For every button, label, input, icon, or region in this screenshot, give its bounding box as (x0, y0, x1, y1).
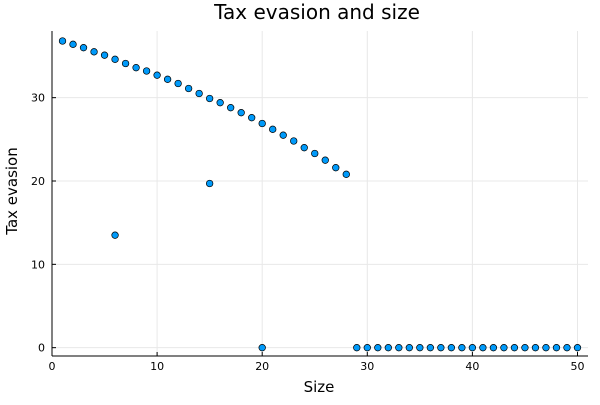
x-tick-label: 30 (360, 360, 374, 373)
data-point (174, 79, 182, 88)
data-point (468, 344, 477, 352)
data-point (258, 344, 266, 352)
data-point (510, 344, 519, 352)
data-point (332, 164, 340, 172)
data-point (426, 344, 435, 352)
data-point (458, 344, 466, 352)
data-point (58, 37, 67, 45)
data-point (563, 344, 571, 352)
data-point (311, 149, 319, 158)
data-point (100, 51, 109, 59)
data-point (573, 344, 582, 352)
data-point (258, 119, 266, 128)
y-tick-label: 0 (38, 342, 45, 355)
data-point (363, 344, 371, 352)
data-point (290, 137, 298, 145)
data-point (142, 67, 151, 75)
data-point (416, 344, 424, 352)
data-point (542, 344, 550, 352)
data-point (90, 48, 98, 56)
x-axis-label: Size (304, 378, 335, 396)
data-point (353, 344, 361, 352)
data-point (205, 94, 214, 103)
data-point (248, 114, 256, 122)
data-point (163, 75, 172, 83)
chart-title: Tax evasion and size (213, 0, 420, 24)
data-point (437, 344, 445, 352)
data-points (58, 37, 582, 352)
data-point (69, 40, 77, 48)
data-point (195, 89, 203, 98)
data-point (184, 84, 193, 93)
data-point (279, 131, 287, 139)
data-point (205, 179, 214, 188)
x-tick-label: 50 (570, 360, 584, 373)
y-tick-label: 10 (31, 258, 45, 271)
data-point (342, 170, 350, 178)
y-tick-label: 30 (31, 92, 45, 105)
data-point (237, 109, 245, 117)
data-point (111, 55, 119, 63)
data-point (111, 231, 119, 239)
x-tick-label: 20 (255, 360, 269, 373)
data-point (552, 344, 561, 352)
data-point (121, 59, 130, 68)
x-tick-label: 0 (49, 360, 56, 373)
ticks: 0 10 20 30 40 50 0 10 20 30 (31, 92, 584, 373)
data-point (269, 125, 277, 133)
data-point (405, 344, 413, 352)
data-point (479, 344, 487, 352)
y-tick-label: 20 (31, 175, 45, 188)
x-tick-label: 40 (465, 360, 479, 373)
data-point (521, 344, 529, 352)
data-point (489, 344, 498, 352)
data-point (374, 344, 382, 352)
data-point (321, 156, 329, 164)
data-point (447, 344, 456, 352)
data-point (216, 99, 224, 107)
data-point (79, 44, 88, 52)
axes-frame (51, 31, 588, 357)
data-point (300, 144, 308, 152)
data-point (153, 71, 161, 79)
data-point (395, 344, 403, 352)
grid (51, 31, 588, 356)
data-point (500, 344, 508, 352)
data-point (227, 104, 235, 112)
data-point (531, 344, 540, 352)
x-tick-label: 10 (150, 360, 164, 373)
y-axis-label: Tax evasion (3, 147, 21, 235)
data-point (384, 344, 392, 352)
data-point (132, 64, 140, 72)
